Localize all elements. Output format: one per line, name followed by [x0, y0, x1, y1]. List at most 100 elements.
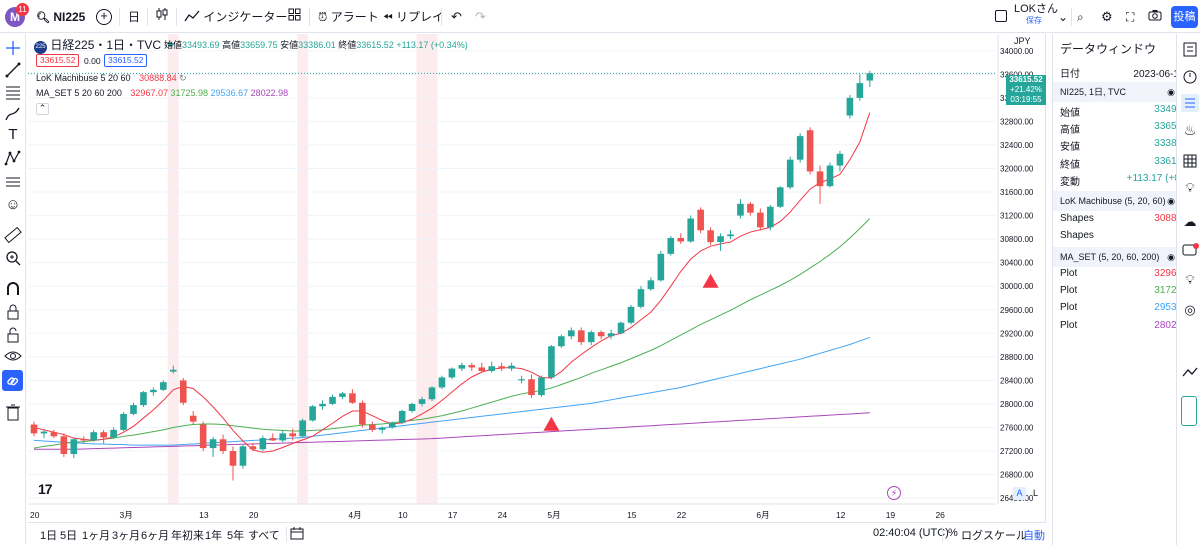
quick-search-icon[interactable]: ⌕	[1077, 10, 1084, 24]
alert-button[interactable]: ⏰︎ アラート	[318, 10, 379, 24]
candle-body	[816, 171, 824, 187]
chat-icon[interactable]	[1181, 242, 1199, 260]
data-window-icon[interactable]	[1181, 94, 1199, 112]
magnet-icon[interactable]	[3, 279, 23, 299]
ruler-icon[interactable]	[3, 225, 23, 245]
candle-type-icon[interactable]	[156, 7, 168, 27]
layout-icon[interactable]	[995, 10, 1007, 22]
fib-icon[interactable]	[3, 82, 23, 102]
broadcast-icon[interactable]: ◎	[1184, 302, 1196, 317]
candle-body	[388, 422, 396, 428]
crosshair-icon[interactable]	[3, 38, 23, 58]
symbol-section[interactable]: NI225, 1日, TVC ◉	[1053, 82, 1200, 102]
currency-label[interactable]: JPY	[1014, 36, 1031, 46]
candle-body	[587, 332, 595, 343]
range-button-5[interactable]: 6ヶ月	[141, 530, 170, 542]
eye-icon[interactable]: ◉	[1167, 252, 1175, 262]
range-button-1[interactable]: 1日	[40, 530, 58, 542]
undo-icon[interactable]: ↶	[451, 9, 462, 24]
calendar-grid-icon[interactable]	[1181, 152, 1199, 170]
ideas-lightbulb-icon[interactable]: 💡︎	[1185, 180, 1195, 195]
brush-icon[interactable]	[3, 104, 23, 124]
compare-add-icon[interactable]: +	[96, 9, 112, 25]
lightbulb-icon[interactable]: 💡︎	[1185, 272, 1195, 287]
hotlist-flame-icon[interactable]: ♨	[1183, 122, 1197, 138]
y-tick-label: 29200.00	[1000, 329, 1034, 338]
auto-scale-button[interactable]: A	[1013, 487, 1026, 500]
save-status[interactable]: 保存	[1026, 16, 1042, 25]
candle-body	[458, 365, 466, 369]
pattern-icon[interactable]	[3, 148, 23, 168]
log-scale-toggle[interactable]: ログスケール	[961, 530, 1027, 542]
replay-button[interactable]: ⏪︎ リプレイ	[383, 10, 444, 24]
alarm-icon[interactable]	[1181, 67, 1199, 85]
indicator-maset-legend[interactable]: MA_SET 5 20 60 200 32967.07 31725.98 295…	[36, 88, 289, 98]
smiley-icon[interactable]: ☺	[5, 196, 21, 213]
chart-canvas[interactable]: 34000.0033600.0033200.0032800.0032400.00…	[28, 34, 1046, 522]
measure-lines-icon[interactable]	[3, 172, 23, 192]
collapse-legend-icon[interactable]: ⌃	[36, 103, 49, 115]
percent-scale-button[interactable]: %	[948, 527, 958, 539]
watchlist-icon[interactable]	[1181, 40, 1199, 58]
fullscreen-icon[interactable]: ⛶	[1126, 10, 1135, 24]
maset-section[interactable]: MA_SET (5, 20, 60, 200) ◉	[1053, 247, 1200, 267]
range-button-8[interactable]: 5年	[227, 530, 245, 542]
data-window-panel: データウィンドウ 日付 2023-06-15 (木) NI225, 1日, TV…	[1052, 34, 1200, 545]
log-scale-button[interactable]: L	[1032, 488, 1038, 498]
candle-body	[189, 415, 197, 422]
candle-body	[289, 433, 296, 437]
x-tick-label: 12	[836, 510, 846, 520]
interval-button[interactable]: 日	[128, 10, 141, 24]
range-button-4[interactable]: 3ヶ月	[112, 530, 141, 542]
streams-icon[interactable]: ☁	[1183, 214, 1197, 229]
indicators-button[interactable]: インジケーター	[184, 7, 287, 27]
buy-signal-triangle	[543, 416, 560, 431]
symbol-search-button[interactable]: 🔍︎ NI225	[36, 10, 86, 24]
auto-scale-toggle[interactable]: 自動	[1023, 530, 1045, 542]
candle-body	[647, 280, 655, 290]
indicator-lok-legend[interactable]: LoK Machibuse 5 20 60 30888.84 ↻	[36, 73, 187, 83]
templates-icon[interactable]	[288, 7, 301, 27]
candle-body	[836, 153, 844, 166]
trend-line-icon[interactable]	[3, 60, 23, 80]
eye-icon[interactable]: ◉	[1167, 87, 1175, 97]
eye-icon[interactable]	[3, 346, 23, 366]
range-button-2[interactable]: 5日	[60, 530, 78, 542]
highlight-band	[297, 34, 309, 504]
buy-price-button[interactable]: 33615.52	[104, 54, 148, 67]
lock-drawing-icon[interactable]	[3, 302, 23, 322]
redo-icon[interactable]: ↷	[475, 9, 486, 24]
candle-body	[478, 367, 486, 371]
sell-price-button[interactable]: 33615.52	[36, 54, 80, 67]
gear-icon[interactable]: ⚙	[1101, 9, 1113, 24]
lok-section[interactable]: LoK Machibuse (5, 20, 60) ◉	[1053, 191, 1200, 211]
pine-editor-icon[interactable]	[1181, 396, 1197, 426]
clock-time[interactable]: 02:40:04 (UTC)	[873, 527, 949, 539]
y-tick-label: 27200.00	[1000, 447, 1034, 456]
right-sidebar: ♨ 💡︎ ☁ 💡︎ ◎	[1176, 34, 1200, 545]
candle-body	[259, 438, 267, 450]
lock-icon[interactable]	[3, 325, 23, 345]
range-button-7[interactable]: 1年	[205, 530, 223, 542]
price-chart[interactable]: 34000.0033600.0033200.0032800.0032400.00…	[28, 34, 1046, 524]
data-row: Plot29536.67	[1060, 302, 1196, 314]
range-button-9[interactable]: すべて	[248, 530, 280, 542]
camera-icon[interactable]	[1148, 7, 1162, 27]
zoom-in-icon[interactable]	[3, 248, 23, 268]
y-tick-label: 33600.00	[1000, 70, 1034, 79]
eye-icon[interactable]: ◉	[1167, 196, 1175, 206]
candle-body	[309, 406, 316, 421]
range-button-6[interactable]: 年初来	[171, 530, 204, 542]
chevron-down-icon[interactable]: ⌄	[1058, 10, 1069, 24]
publish-button[interactable]: 投稿	[1171, 6, 1198, 28]
y-tick-label: 32400.00	[1000, 141, 1034, 150]
range-button-3[interactable]: 1ヶ月	[82, 530, 111, 542]
layout-name[interactable]: LOKさん	[1014, 3, 1059, 15]
text-tool-icon[interactable]: T	[8, 126, 18, 143]
trend-icon[interactable]	[1181, 364, 1199, 382]
chart-title[interactable]: 225 日経225・1日・TVC	[34, 36, 174, 54]
trash-icon[interactable]	[3, 402, 23, 422]
date-range-icon[interactable]	[290, 527, 304, 543]
lightning-icon[interactable]: ⚡︎	[887, 486, 901, 500]
link-sync-button[interactable]	[2, 370, 23, 391]
